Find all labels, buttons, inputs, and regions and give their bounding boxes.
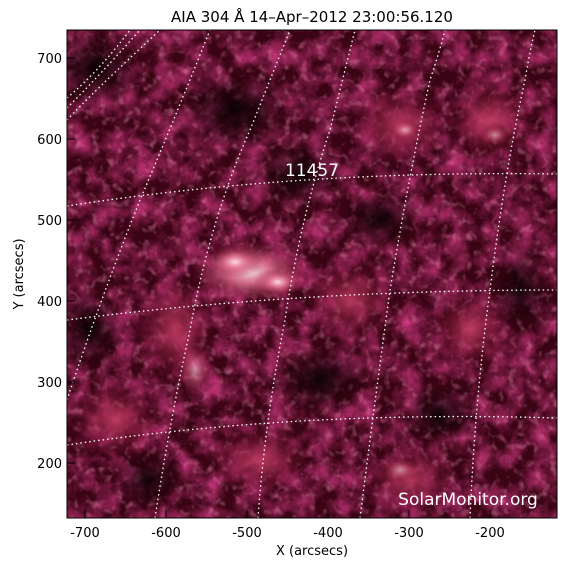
plot-frame	[66, 29, 558, 519]
watermark-text: SolarMonitor.org	[398, 490, 538, 510]
y-tick-labels: 700 600 500 400 300 200	[37, 52, 62, 472]
x-tick-label: -600	[151, 526, 181, 541]
grid-longitude-line	[469, 30, 536, 518]
x-tick-label: -400	[313, 526, 343, 541]
y-axis-label: Y (arcsecs)	[12, 238, 27, 310]
heliographic-grid	[67, 30, 557, 518]
y-tick-label: 300	[37, 376, 62, 391]
y-tick-label: 500	[37, 214, 62, 229]
y-tick-label: 400	[37, 295, 62, 310]
y-tick-label: 600	[37, 133, 62, 148]
grid-latitude-line	[67, 30, 141, 109]
solar-image	[67, 30, 557, 518]
x-tick-label: -500	[232, 526, 262, 541]
grid-longitude-line	[359, 30, 446, 518]
x-tick-label: -200	[475, 526, 505, 541]
x-tick-labels: -700 -600 -500 -400 -300 -200	[70, 526, 505, 541]
x-tick-label: -300	[394, 526, 424, 541]
active-region-label: 11457	[285, 161, 339, 181]
grid-latitude-line	[67, 30, 161, 121]
x-axis-label: X (arcsecs)	[276, 544, 348, 559]
grid-longitude-line	[67, 30, 211, 401]
y-tick-label: 200	[37, 457, 62, 472]
y-tick-label: 700	[37, 52, 62, 67]
axis-ticks	[67, 57, 491, 518]
x-tick-label: -700	[70, 526, 100, 541]
plot-title: AIA 304 Å 14–Apr–2012 23:00:56.120	[171, 7, 453, 26]
grid-longitude-line	[257, 30, 356, 518]
